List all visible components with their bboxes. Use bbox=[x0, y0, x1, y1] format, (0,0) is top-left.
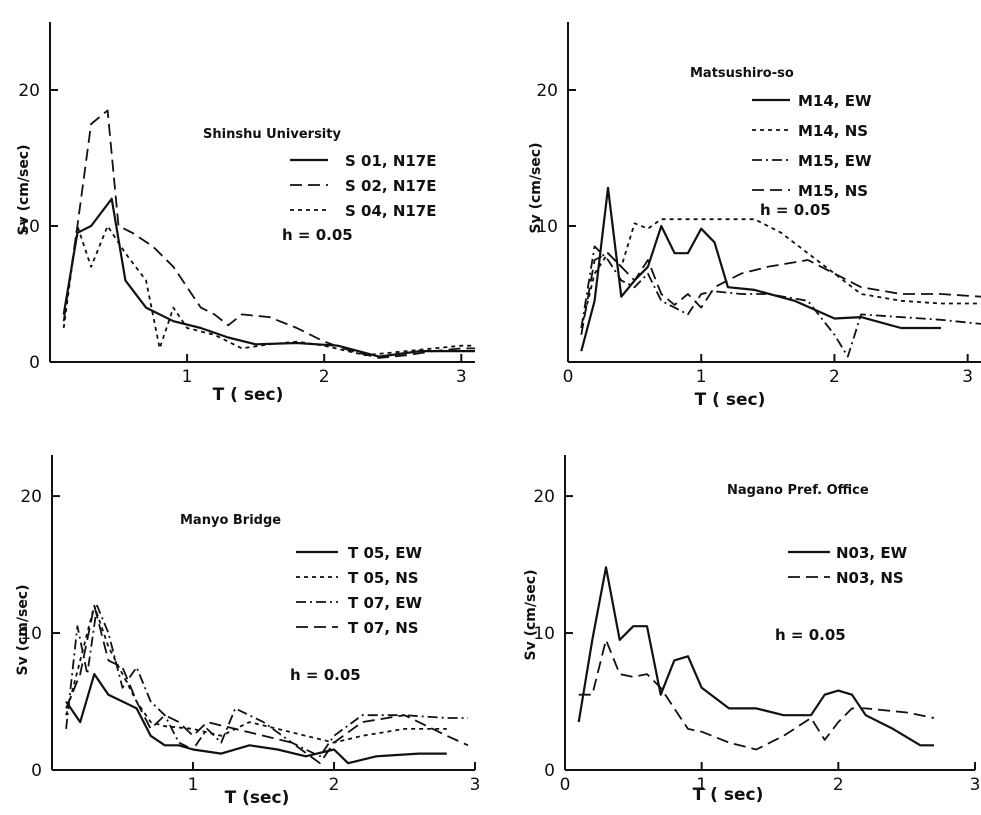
y-tick-label: 0 bbox=[31, 761, 42, 781]
x-tick-label: 3 bbox=[962, 367, 973, 387]
y-tick-label: 20 bbox=[20, 487, 42, 507]
y-tick-label: 10 bbox=[536, 217, 558, 237]
y-tick-label: 10 bbox=[20, 624, 42, 644]
y-axis-label: Sv (cm/sec) bbox=[16, 144, 32, 235]
series-line bbox=[580, 252, 981, 335]
x-tick-label: 2 bbox=[829, 367, 840, 387]
panel-title: Manyo Bridge bbox=[180, 513, 281, 528]
x-tick-label: 0 bbox=[563, 367, 574, 387]
y-tick-label: 10 bbox=[18, 217, 40, 237]
series-line bbox=[578, 639, 935, 751]
legend-label: T 05, EW bbox=[348, 544, 422, 562]
series-line bbox=[65, 604, 468, 758]
x-tick-label: 3 bbox=[456, 367, 467, 387]
legend-label: S 04, N17E bbox=[345, 202, 437, 220]
y-axis-label: Sv (cm/sec) bbox=[528, 142, 544, 233]
legend-label: S 01, N17E bbox=[345, 152, 437, 170]
damping-annotation: h = 0.05 bbox=[760, 201, 831, 219]
x-axis-label: T ( sec) bbox=[693, 785, 764, 805]
x-tick-label: 2 bbox=[833, 775, 844, 795]
legend-label: M15, NS bbox=[798, 182, 868, 200]
legend-label: M14, NS bbox=[798, 122, 868, 140]
legend-label: M15, EW bbox=[798, 152, 872, 170]
series-line bbox=[65, 604, 469, 765]
x-tick-label: 1 bbox=[182, 367, 193, 387]
series-line bbox=[62, 109, 475, 359]
series-line bbox=[62, 197, 475, 358]
x-tick-label: 2 bbox=[329, 775, 340, 795]
x-tick-label: 1 bbox=[696, 367, 707, 387]
panel-title: Matsushiro-so bbox=[690, 66, 794, 81]
legend-label: N03, EW bbox=[836, 544, 908, 562]
x-axis-label: T ( sec) bbox=[695, 390, 766, 410]
y-tick-label: 20 bbox=[18, 81, 40, 101]
x-axis-label: T (sec) bbox=[225, 788, 290, 808]
legend-label: N03, NS bbox=[836, 569, 904, 587]
panel-4: 0 10 20 0 1 2 3 T ( sec) Sv (cm/sec) Nagano Pref.… bbox=[523, 455, 980, 805]
damping-annotation: h = 0.05 bbox=[290, 666, 361, 684]
damping-annotation: h = 0.05 bbox=[775, 626, 846, 644]
series-line bbox=[580, 245, 981, 358]
x-tick-label: 2 bbox=[319, 367, 330, 387]
panel-title: Nagano Pref. Office bbox=[727, 483, 869, 498]
y-tick-label: 20 bbox=[536, 81, 558, 101]
panel-title: Shinshu University bbox=[203, 127, 341, 142]
panel-2: 10 20 0 1 2 3 T ( sec) Sv (cm/sec) Matsushiro-so… bbox=[528, 22, 981, 410]
y-axis-label: Sv (cm/sec) bbox=[15, 584, 31, 675]
legend-label: T 05, NS bbox=[348, 569, 419, 587]
legend-label: M14, EW bbox=[798, 92, 872, 110]
x-axis-label: T ( sec) bbox=[213, 385, 284, 405]
series-line bbox=[577, 566, 934, 747]
x-tick-label: 3 bbox=[470, 775, 481, 795]
damping-annotation: h = 0.05 bbox=[282, 226, 353, 244]
panel-3: 0 10 20 1 2 3 T (sec) Sv (cm/sec) Manyo Bridge h … bbox=[15, 455, 480, 808]
series-line bbox=[65, 604, 447, 744]
y-tick-label: 0 bbox=[29, 353, 40, 373]
x-tick-label: 1 bbox=[188, 775, 199, 795]
y-tick-label: 20 bbox=[533, 487, 555, 507]
x-tick-label: 0 bbox=[560, 775, 571, 795]
y-axis-label: Sv (cm/sec) bbox=[523, 569, 539, 660]
series-line bbox=[62, 225, 475, 357]
y-tick-label: 10 bbox=[533, 624, 555, 644]
x-tick-label: 3 bbox=[970, 775, 981, 795]
y-tick-label: 0 bbox=[544, 761, 555, 781]
legend-label: S 02, N17E bbox=[345, 177, 437, 195]
legend-label: T 07, EW bbox=[348, 594, 422, 612]
panel-1: 0 10 20 1 2 3 T ( sec) Sv (cm/sec) Shinshu Unive… bbox=[16, 22, 475, 405]
legend-label: T 07, NS bbox=[348, 619, 419, 637]
series-line bbox=[580, 218, 981, 329]
x-tick-label: 1 bbox=[696, 775, 707, 795]
